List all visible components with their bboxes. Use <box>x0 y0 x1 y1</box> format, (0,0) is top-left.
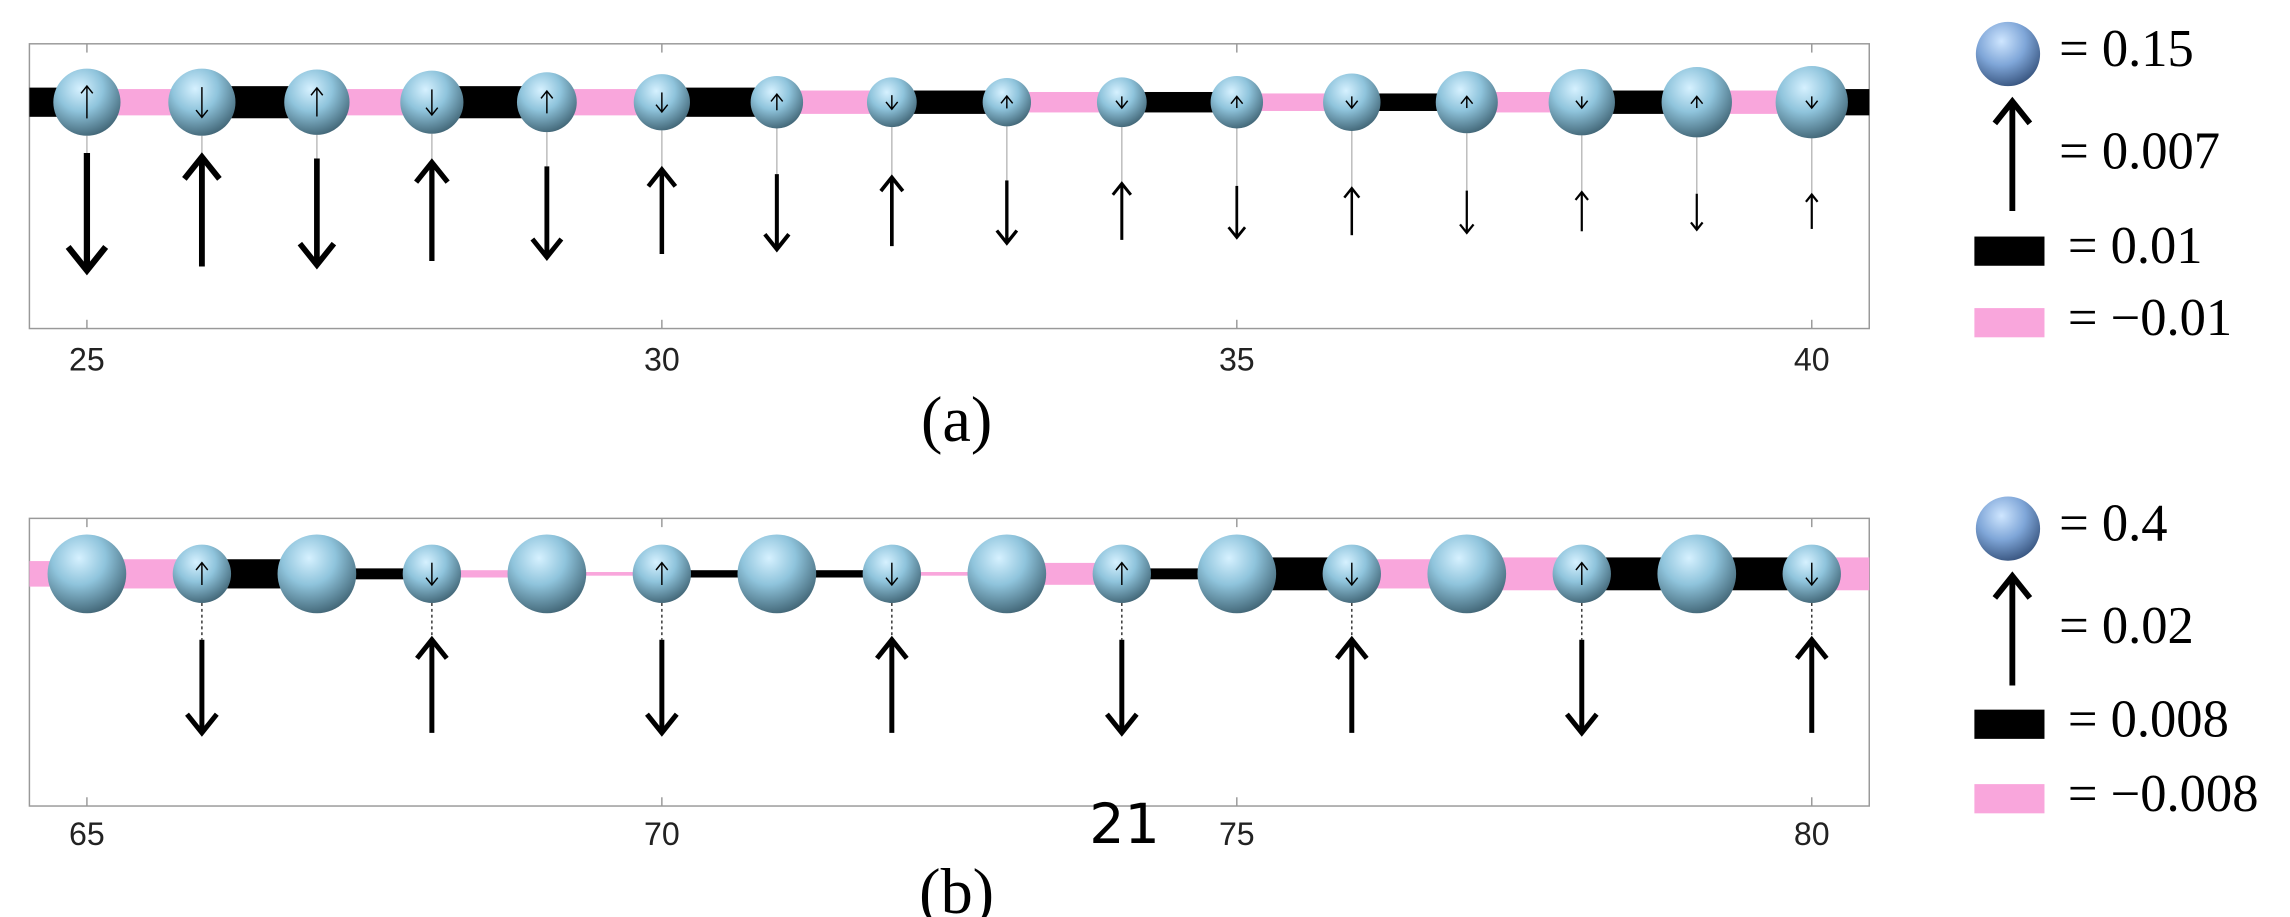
site-sphere <box>1427 535 1506 614</box>
legend-label: = 0.15 <box>2059 20 2194 78</box>
panel-caption: (a) <box>921 384 992 455</box>
legend-label: = 0.01 <box>2068 217 2203 275</box>
legend-label: = 0.007 <box>2059 122 2220 180</box>
site-sphere <box>738 535 817 614</box>
legend-bond <box>1974 784 2044 813</box>
site-sphere <box>48 535 127 614</box>
site-sphere <box>1197 535 1276 614</box>
legend-bond <box>1974 237 2044 266</box>
x-tick-label: 75 <box>1219 816 1255 852</box>
site-sphere <box>1657 535 1736 614</box>
page: {"panels": [ {"caption": "(a)", "xlim": … <box>0 0 2290 917</box>
legend-label: = 0.4 <box>2059 495 2167 553</box>
x-tick-label: 70 <box>644 816 680 852</box>
x-tick-label: 35 <box>1219 342 1255 378</box>
legend-label: = −0.008 <box>2068 765 2259 823</box>
legend-sphere <box>1976 496 2040 560</box>
panel-caption: (b) <box>919 856 994 917</box>
legend-arrow <box>1995 101 2030 211</box>
site-sphere <box>967 535 1046 614</box>
legend-label: = −0.01 <box>2068 289 2232 347</box>
legend-label: = 0.02 <box>2059 597 2194 655</box>
x-tick-label: 80 <box>1794 816 1830 852</box>
panel: 25 30 35 40 (a) = 0.15 = 0.007 = 0.01 = −0.01 <box>29 20 2232 455</box>
legend-sphere <box>1976 22 2040 86</box>
legend-label: = 0.008 <box>2068 690 2229 748</box>
x-tick-label: 65 <box>69 816 105 852</box>
site-sphere <box>508 535 587 614</box>
legend-arrow <box>1995 576 2030 686</box>
legend-bond <box>1974 710 2044 739</box>
x-tick-label: 30 <box>644 342 680 378</box>
x-tick-label: 25 <box>69 342 105 378</box>
site-sphere <box>278 535 357 614</box>
page-number: 21 <box>1089 793 1160 857</box>
figure: 25 30 35 40 (a) = 0.15 = 0.007 = 0.01 = −0.01 65 7… <box>0 0 2290 917</box>
legend-bond <box>1974 308 2044 337</box>
x-tick-label: 40 <box>1794 342 1830 378</box>
